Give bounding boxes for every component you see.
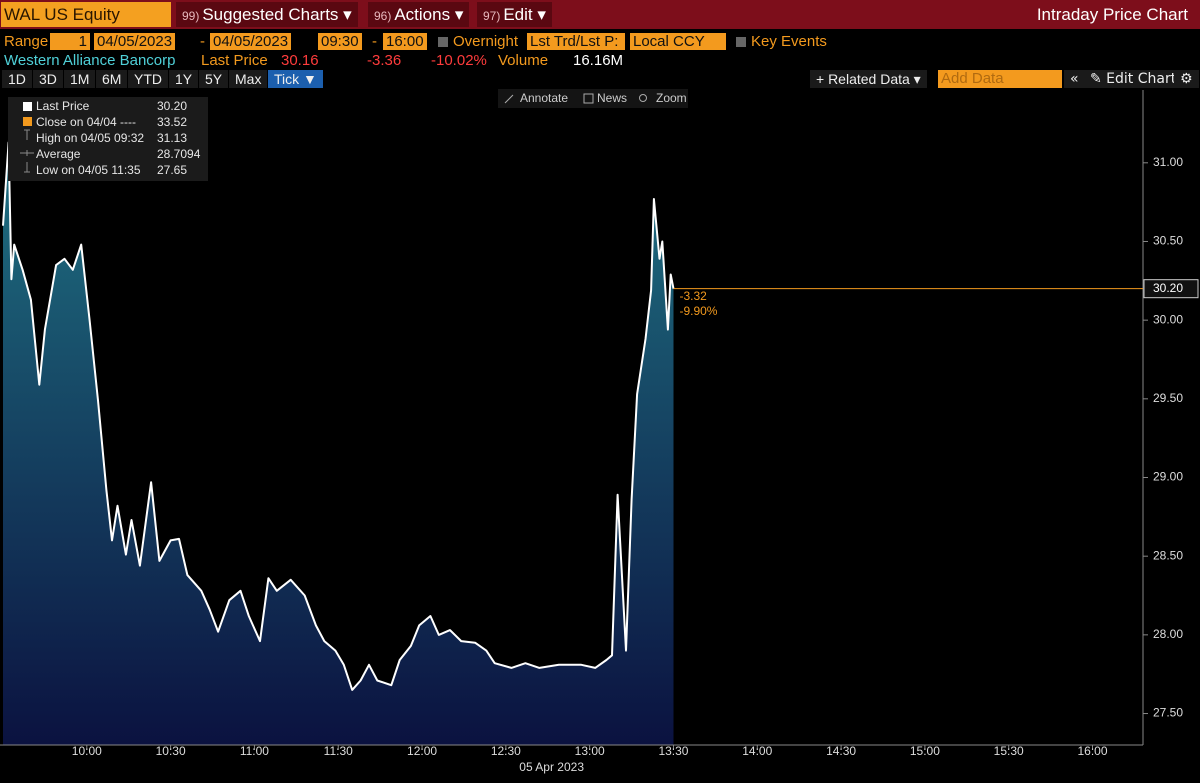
x-tick-label: 12:30 [491,744,521,758]
legend-box [8,97,208,181]
end-date[interactable]: 04/05/2023 [210,33,292,50]
y-tick-label: 27.50 [1153,706,1183,720]
legend-name: High on 04/05 09:32 [36,131,144,145]
price-type-select[interactable]: Lst Trd/Lst P: [527,33,625,50]
x-tick-label: 12:00 [407,744,437,758]
y-tick-label: 31.00 [1153,155,1183,169]
legend-swatch [23,102,32,111]
change-label: -3.32 [679,289,707,303]
title-bar: WAL US Equity 99) Suggested Charts ▾ 96) A… [0,0,1200,29]
x-tick-label: 14:30 [826,744,856,758]
news-icon [583,93,594,104]
menu-label: Actions ▾ [394,5,464,24]
menu-number: 97) [483,9,501,23]
checkbox[interactable] [736,37,746,47]
change: -3.36 [367,52,402,69]
menu-button[interactable]: 97) Edit ▾ [477,2,552,27]
legend-value: 33.52 [157,115,187,129]
legend-name: Close on 04/04 ---- [36,115,136,129]
annotate-icon [504,94,514,104]
menu-number: 96) [374,9,392,23]
overnight-label: Overnight [453,33,519,50]
menu-button[interactable]: 96) Actions ▾ [368,2,470,27]
volume: 16.16M [573,52,624,69]
y-tick-label: 30.50 [1153,234,1183,248]
annotate-button[interactable]: Annotate [520,91,568,105]
range-label: Range [4,33,49,50]
legend-value: 28.7094 [157,147,201,161]
checkbox[interactable] [438,37,448,47]
change-pct: -10.02% [431,52,487,69]
legend-swatch [23,117,32,126]
edit-chart[interactable]: ✎ Edit Chart [1084,70,1183,88]
security-name: Western Alliance Bancorp [4,52,176,69]
last-price-tag-label: 30.20 [1153,281,1183,295]
legend-name: Low on 04/05 11:35 [36,163,141,177]
menu-label: Suggested Charts ▾ [202,5,352,24]
news-button[interactable]: News [597,91,627,105]
ticker-input[interactable]: WAL US Equity [1,2,171,27]
y-tick-label: 29.50 [1153,391,1183,405]
x-axis-label: 05 Apr 2023 [519,760,584,774]
last-price-label: Last Price [201,52,268,69]
menu-button[interactable]: 99) Suggested Charts ▾ [176,2,358,27]
x-tick-label: 15:00 [910,744,940,758]
price-line [2,141,675,691]
menu-label: Edit ▾ [503,5,546,24]
y-tick-label: 29.00 [1153,470,1183,484]
period-button[interactable]: YTD [128,70,168,88]
end-time[interactable]: 16:00 [383,33,427,50]
legend-name: Last Price [36,99,90,113]
legend-value: 30.20 [157,99,187,113]
x-tick-label: 15:30 [994,744,1024,758]
legend-value: 27.65 [157,163,187,177]
zoom-icon [639,94,647,102]
related-data[interactable]: + Related Data ▾ [810,70,927,88]
legend-icon [20,150,34,156]
period-button[interactable]: Max [229,70,268,88]
key-events-label: Key Events [751,33,827,50]
legend-icon [24,129,30,140]
menu-number: 99) [182,9,200,23]
y-tick-label: 28.50 [1153,548,1183,562]
last-price: 30.16 [281,52,319,69]
period-input[interactable]: 1 [50,33,90,50]
legend-name: Average [36,147,81,161]
currency-select[interactable]: Local CCY [630,33,726,50]
separator: - [372,33,377,50]
x-tick-label: 14:00 [742,744,772,758]
volume-label: Volume [498,52,549,69]
period-button[interactable]: 1D [2,70,32,88]
x-tick-label: 11:30 [324,744,353,758]
y-tick-label: 28.00 [1153,627,1183,641]
x-tick-label: 10:00 [72,744,102,758]
settings-button[interactable]: ⚙ [1174,70,1199,88]
x-tick-label: 13:00 [575,744,605,758]
x-tick-label: 11:00 [240,744,269,758]
last-price-tag [1143,279,1199,299]
period-button[interactable]: 5Y [199,70,229,88]
legend-icon [24,162,30,173]
period-button[interactable]: 6M [96,70,128,88]
period-button[interactable]: Tick ▼ [268,70,323,88]
legend-value: 31.13 [157,131,187,145]
screen-title: Intraday Price Chart [1036,5,1188,24]
change-label: -9.90% [679,304,717,318]
period-button[interactable]: 1M [64,70,96,88]
x-tick-label: 10:30 [156,744,186,758]
add-data-input[interactable]: Add Data [938,70,1062,88]
period-button[interactable]: 1Y [169,70,199,88]
area-fill [3,142,674,745]
collapse-button[interactable]: « [1064,70,1085,88]
zoom-button[interactable]: Zoom [656,91,687,105]
x-tick-label: 13:30 [658,744,688,758]
y-tick-label: 30.00 [1153,312,1183,326]
period-button[interactable]: 3D [33,70,63,88]
start-date[interactable]: 04/05/2023 [94,33,176,50]
start-time[interactable]: 09:30 [318,33,362,50]
x-tick-label: 16:00 [1077,744,1107,758]
separator: - [200,33,205,50]
